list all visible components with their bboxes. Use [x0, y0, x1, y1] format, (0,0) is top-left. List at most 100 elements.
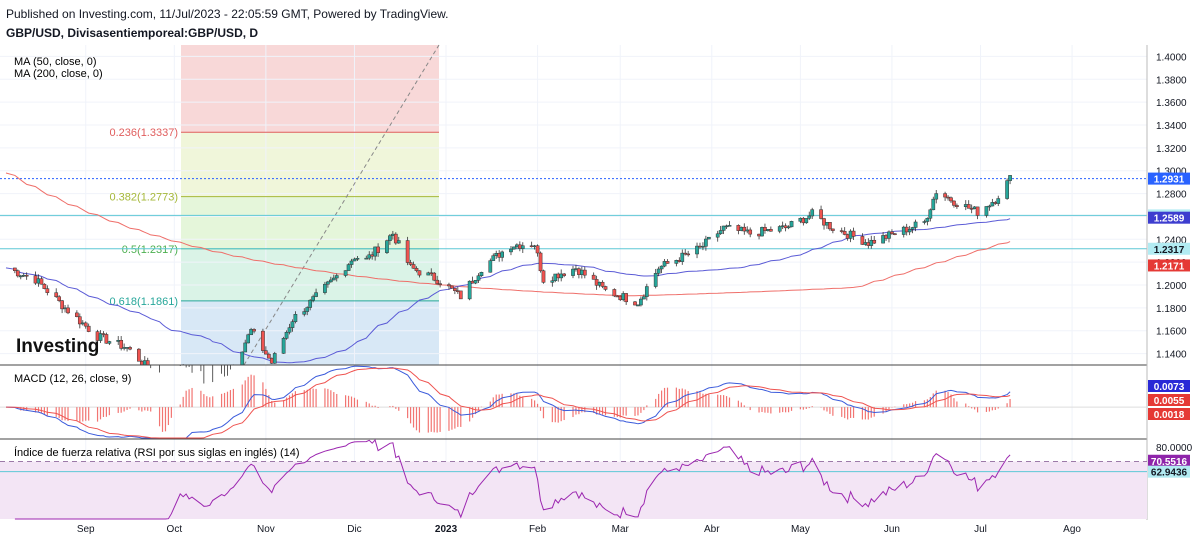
candle-body — [562, 273, 566, 276]
candle-body — [98, 333, 103, 341]
candles — [13, 175, 1012, 384]
published-line: Published on Investing.com, 11/Jul/2023 … — [6, 7, 449, 21]
candle-body — [807, 215, 812, 219]
candle-body — [763, 227, 767, 231]
candle-body — [633, 301, 637, 306]
rsi-tick-label: 80.0000 — [1156, 443, 1193, 454]
macd-signal-line — [5, 367, 1011, 439]
candle-body — [907, 229, 912, 233]
candle-body — [860, 236, 865, 245]
price-tick-label: 1.1800 — [1156, 304, 1187, 315]
macd-histogram — [0, 374, 1147, 433]
time-tick-label: Abr — [704, 524, 720, 535]
candle-body — [240, 351, 245, 366]
candle-body — [639, 298, 643, 306]
candle-body — [881, 235, 885, 244]
candle-body — [488, 260, 493, 273]
candle-body — [314, 292, 318, 297]
candle-body — [417, 270, 422, 276]
candle-body — [987, 205, 992, 208]
candle-body — [872, 240, 877, 244]
candle-body — [66, 307, 70, 314]
candle-body — [42, 283, 47, 289]
candle-body — [890, 231, 894, 234]
candle-body — [653, 273, 658, 287]
ma50-line — [5, 218, 1011, 364]
candle-body — [311, 296, 315, 301]
candle-body — [777, 226, 782, 232]
candle-body — [509, 248, 513, 253]
candle-body — [408, 262, 413, 265]
candle-body — [810, 209, 815, 217]
candle-body — [145, 360, 150, 366]
investing-logo: Investing — [16, 336, 99, 357]
candle-body — [520, 245, 525, 249]
candle-body — [715, 233, 720, 238]
candle-body — [975, 206, 980, 216]
price-label-text: 1.2931 — [1154, 175, 1185, 186]
candle-body — [302, 311, 307, 315]
candle-body — [550, 280, 555, 283]
candle-body — [54, 292, 59, 297]
candle-body — [346, 264, 351, 271]
time-tick-label: Sep — [77, 524, 95, 535]
price-tick-label: 1.3800 — [1156, 75, 1187, 86]
time-tick-label: Oct — [167, 524, 183, 535]
price-tick-label: 1.2800 — [1156, 190, 1187, 201]
candle-body — [612, 289, 617, 297]
candle-body — [538, 252, 543, 272]
time-tick-label: Ago — [1063, 524, 1081, 535]
candle-body — [659, 265, 664, 270]
candle-body — [284, 331, 289, 339]
candle-body — [695, 245, 699, 255]
candle-body — [252, 329, 256, 332]
candle-body — [287, 327, 292, 333]
candle-body — [804, 218, 809, 224]
macd-line — [5, 365, 1011, 439]
candle-body — [665, 261, 670, 264]
candle-body — [376, 246, 380, 253]
candle-body — [887, 231, 891, 239]
candle-body — [636, 304, 640, 307]
time-tick-label: 2023 — [435, 524, 458, 535]
candle-body — [656, 268, 661, 274]
price-label-text: 62.9436 — [1151, 468, 1188, 479]
fib-zone — [181, 132, 439, 197]
candle-body — [680, 252, 685, 262]
candle-body — [83, 322, 88, 327]
grid — [0, 45, 1147, 519]
candle-body — [349, 260, 354, 265]
candle-body — [851, 230, 856, 237]
candle-body — [246, 334, 251, 344]
price-label-box — [1148, 454, 1190, 467]
candle-body — [582, 269, 587, 276]
rsi-line — [14, 438, 1011, 520]
candle-body — [323, 283, 327, 293]
candle-body — [352, 258, 357, 262]
candle-body — [984, 206, 989, 216]
candle-body — [662, 261, 667, 267]
horizontal-lines[interactable] — [0, 178, 1147, 250]
candle-body — [15, 270, 20, 277]
candle-body — [491, 255, 496, 261]
price-label-text: 0.0073 — [1154, 382, 1185, 393]
candle-body — [326, 281, 330, 285]
candle-body — [966, 204, 971, 209]
candle-body — [910, 227, 915, 230]
candle-body — [128, 347, 132, 350]
fib-zone — [181, 300, 439, 365]
candle-body — [789, 221, 794, 228]
candle-body — [996, 198, 1001, 204]
candle-body — [1008, 175, 1012, 181]
candle-body — [535, 245, 540, 254]
symbol-title: GBP/USD, Divisasentiemporeal:GBP/USD, D — [6, 26, 259, 40]
price-tick-label: 1.2000 — [1156, 281, 1187, 292]
time-axis[interactable]: Sep Oct Nov Dic 2023 Feb Mar Abr May Jun Jul Ago — [77, 524, 1082, 535]
fib-label: 0.618(1.1861) — [110, 296, 179, 308]
time-tick-label: Mar — [612, 524, 630, 535]
candle-body — [405, 240, 410, 263]
candle-body — [60, 300, 64, 310]
candle-body — [541, 270, 546, 283]
candle-body — [704, 238, 708, 247]
